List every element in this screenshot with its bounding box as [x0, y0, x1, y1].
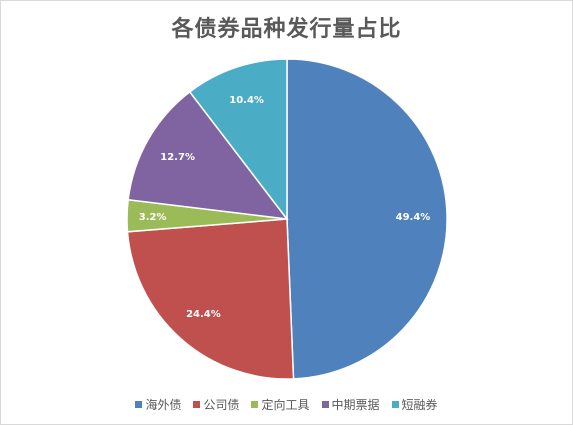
legend-item-1: 海外债 [135, 396, 181, 413]
legend-swatch-4 [321, 401, 329, 408]
legend-label-5: 短融券 [401, 398, 438, 412]
pie-chart: 49.4% 24.4% 3.2% 12.7% 10.4% [126, 58, 448, 380]
slice-label-5: 10.4% [229, 95, 264, 106]
pie-slice-5 [188, 58, 288, 222]
pie-slice-4 [127, 90, 289, 220]
legend-label-1: 海外债 [145, 398, 182, 412]
legend-swatch-3 [251, 401, 259, 408]
slice-label-2: 24.4% [186, 309, 221, 320]
pie-slice-1 [286, 58, 448, 380]
legend-item-4: 中期票据 [321, 396, 380, 413]
slice-labels: 49.4% 24.4% 3.2% 12.7% 10.4% [139, 95, 431, 320]
legend-swatch-2 [193, 401, 201, 408]
legend-label-3: 定向工具 [261, 398, 310, 412]
legend-item-5: 短融券 [391, 396, 438, 413]
slice-label-3: 3.2% [139, 212, 167, 223]
chart-title: 各债券品种发行量占比 [171, 17, 402, 42]
chart-legend: 海外债 公司债 定向工具 中期票据 短融券 [1, 396, 572, 413]
slice-label-4: 12.7% [160, 152, 195, 163]
legend-item-2: 公司债 [193, 396, 239, 413]
legend-item-3: 定向工具 [251, 396, 310, 413]
pie-slice-2 [126, 218, 295, 380]
legend-label-4: 中期票据 [331, 398, 380, 412]
slice-label-1: 49.4% [396, 212, 431, 223]
legend-swatch-1 [135, 401, 143, 408]
pie-slices [126, 58, 448, 380]
legend-label-2: 公司债 [203, 398, 240, 412]
legend-swatch-5 [391, 401, 399, 408]
